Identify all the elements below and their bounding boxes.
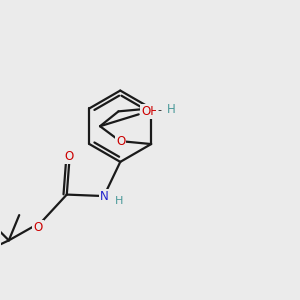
Text: O: O: [116, 135, 125, 148]
Text: O: O: [64, 150, 74, 163]
Text: O: O: [33, 221, 43, 234]
Text: H: H: [167, 103, 176, 116]
Text: OH: OH: [141, 105, 159, 118]
Text: -: -: [157, 105, 161, 115]
Text: N: N: [100, 190, 108, 202]
Text: H: H: [115, 196, 124, 206]
